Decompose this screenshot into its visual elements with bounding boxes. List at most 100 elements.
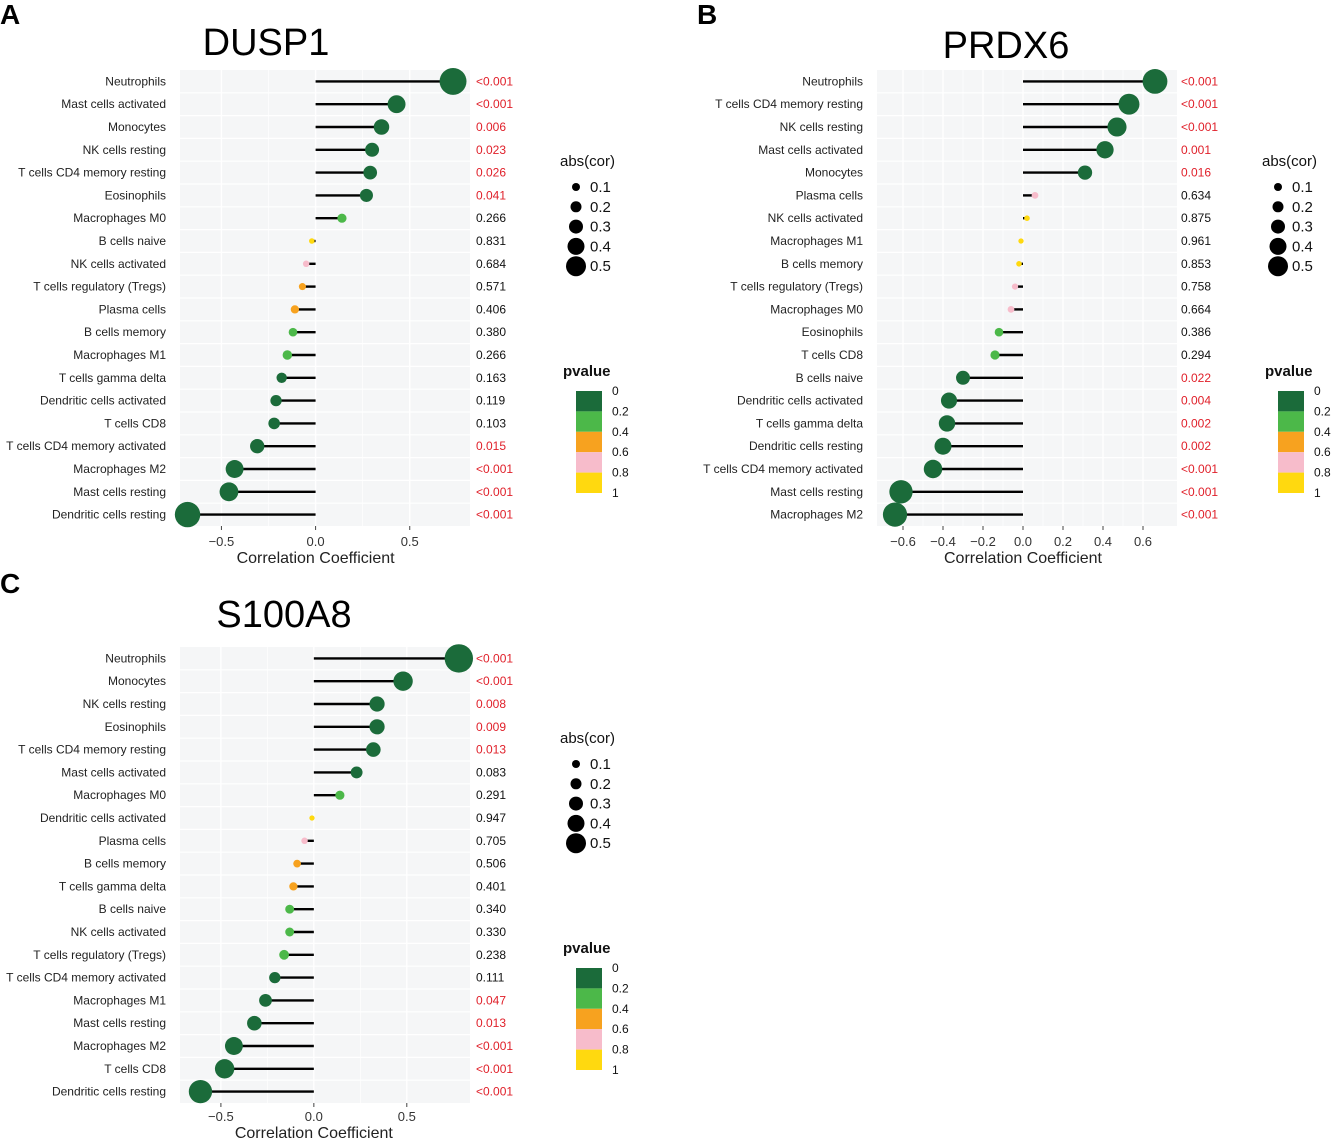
- y-tick-label: Neutrophils: [105, 74, 166, 88]
- y-tick-label: Dendritic cells activated: [40, 811, 166, 825]
- lollipop-dot: [994, 327, 1004, 337]
- x-tick-label: −0.5: [208, 1109, 234, 1124]
- grid: [877, 70, 1177, 526]
- row: B cells memory 0.380: [84, 325, 506, 339]
- color-legend-label: 1: [612, 486, 619, 500]
- x-axis-label: Correlation Coefficient: [235, 1125, 394, 1139]
- size-legend-dot: [566, 256, 586, 277]
- x-tick-label: 0.6: [1134, 534, 1152, 549]
- pvalue-label: 0.009: [476, 720, 506, 734]
- y-tick-label: T cells CD4 memory activated: [6, 439, 166, 453]
- size-legend-label: 0.2: [1292, 199, 1313, 216]
- y-tick-label: Dendritic cells resting: [52, 508, 166, 522]
- row: Plasma cells 0.406: [99, 302, 507, 316]
- pvalue-label: 0.047: [476, 993, 506, 1007]
- row: T cells gamma delta 0.401: [59, 879, 507, 893]
- pvalue-label: 0.111: [476, 971, 505, 985]
- panel-letter: C: [0, 568, 20, 599]
- y-tick-label: T cells CD4 memory activated: [6, 971, 166, 985]
- row: T cells CD4 memory resting 0.013: [18, 742, 506, 757]
- row: Mast cells activated 0.001: [758, 141, 1211, 159]
- pvalue-label: 0.266: [476, 211, 506, 225]
- row: Mast cells resting <0.001: [770, 480, 1218, 504]
- color-legend-label: 0.6: [612, 1022, 629, 1036]
- pvalue-label: 0.026: [476, 166, 506, 180]
- pvalue-label: <0.001: [1181, 485, 1218, 499]
- y-tick-label: T cells regulatory (Tregs): [730, 280, 863, 294]
- lollipop-dot: [923, 459, 943, 479]
- lollipop-dot: [387, 95, 406, 114]
- row: Dendritic cells activated 0.004: [737, 392, 1211, 409]
- x-axis: −0.5 0.0 0.5 Correlation Coefficient: [209, 526, 419, 567]
- pvalue-label: <0.001: [476, 97, 513, 111]
- size-legend-label: 0.4: [1292, 238, 1313, 255]
- pvalue-label: 0.008: [476, 697, 506, 711]
- x-tick-label: 0.4: [1094, 534, 1112, 549]
- lollipop-dot: [298, 283, 306, 291]
- lollipop-dot: [1007, 306, 1015, 313]
- row: Macrophages M1 0.266: [73, 348, 506, 362]
- color-legend-swatch: [576, 431, 602, 453]
- size-legend-label: 0.2: [590, 776, 611, 793]
- color-legend-swatch: [576, 968, 602, 989]
- color-legend-label: 0.4: [612, 425, 629, 439]
- pvalue-label: 0.163: [476, 371, 506, 385]
- pvalue-label: 0.386: [1181, 325, 1211, 339]
- pvalue-label: 0.664: [1181, 302, 1211, 316]
- lollipop-dot: [369, 696, 385, 712]
- row: T cells CD4 memory resting 0.026: [18, 166, 506, 180]
- pvalue-label: 0.330: [476, 925, 506, 939]
- row: T cells gamma delta 0.163: [59, 371, 507, 385]
- row: Macrophages M2 <0.001: [73, 1037, 513, 1055]
- x-tick-label: −0.5: [209, 534, 235, 549]
- pvalue-label: 0.103: [476, 416, 506, 430]
- y-tick-label: Mast cells resting: [73, 1016, 166, 1030]
- row: Dendritic cells activated 0.947: [40, 811, 506, 825]
- pvalue-label: 0.002: [1181, 416, 1211, 430]
- row: B cells naive 0.831: [99, 234, 507, 248]
- row: T cells gamma delta 0.002: [756, 415, 1211, 432]
- y-tick-label: NK cells activated: [71, 925, 166, 939]
- pvalue-label: 0.401: [476, 879, 506, 893]
- color-legend-swatch: [576, 1008, 602, 1030]
- x-axis-label: Correlation Coefficient: [237, 550, 396, 567]
- y-tick-label: Dendritic cells resting: [52, 1085, 166, 1099]
- lollipop-dot: [1016, 261, 1022, 267]
- y-tick-label: T cells gamma delta: [756, 416, 863, 430]
- color-legend-swatch: [1278, 452, 1304, 473]
- row: Eosinophils 0.386: [802, 325, 1212, 339]
- size-legend-dot: [572, 760, 580, 768]
- pvalue-label: 0.041: [476, 188, 506, 202]
- y-tick-label: T cells CD8: [104, 1062, 166, 1076]
- y-tick-label: Eosinophils: [105, 720, 166, 734]
- row: Dendritic cells resting <0.001: [52, 501, 513, 528]
- y-tick-label: Monocytes: [108, 120, 166, 134]
- lollipop-dot: [288, 327, 298, 337]
- size-legend-dot: [567, 814, 585, 832]
- pvalue-label: 0.291: [476, 788, 506, 802]
- lollipop-dot: [302, 260, 310, 268]
- size-legend-dot: [572, 183, 580, 191]
- pvalue-label: <0.001: [1181, 508, 1218, 522]
- pvalue-label: 0.022: [1181, 371, 1211, 385]
- y-tick-label: B cells memory: [84, 857, 166, 871]
- lollipop-dot: [247, 1015, 262, 1031]
- lollipop-dot: [250, 439, 265, 454]
- row: T cells regulatory (Tregs) 0.238: [33, 948, 506, 962]
- color-legend-swatch: [576, 1029, 602, 1050]
- color-legend-label: 0.4: [612, 1002, 629, 1016]
- size-legend-dot: [1269, 237, 1287, 255]
- row: T cells CD4 memory activated <0.001: [703, 459, 1218, 479]
- x-tick-label: 0.5: [401, 534, 419, 549]
- lollipop-dot: [1018, 238, 1024, 244]
- lollipop-dot: [335, 790, 345, 800]
- color-legend-label: 0.8: [1314, 466, 1331, 480]
- row: Plasma cells 0.705: [99, 834, 507, 848]
- pvalue-label: <0.001: [476, 485, 513, 499]
- row: T cells CD8 0.103: [104, 416, 506, 430]
- y-tick-label: Macrophages M0: [73, 211, 166, 225]
- size-legend-label: 0.5: [590, 835, 611, 852]
- pvalue-label: 0.083: [476, 765, 506, 779]
